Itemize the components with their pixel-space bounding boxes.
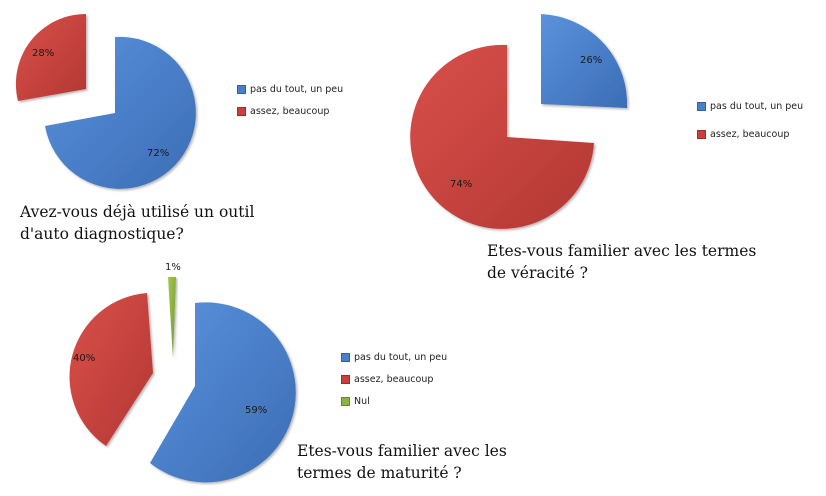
slice-assez bbox=[15, 13, 87, 102]
caption-line: d'auto diagnostique? bbox=[20, 225, 184, 243]
legend-swatch-blue-icon bbox=[341, 352, 350, 362]
slice-label-72: 72% bbox=[147, 148, 169, 159]
legend-item-assez: assez, beaucoup bbox=[697, 128, 803, 140]
slice-assez bbox=[410, 44, 594, 229]
caption-line: Etes-vous familier avec les termes bbox=[487, 242, 757, 260]
slice-pas-du-tout bbox=[541, 14, 628, 108]
slice-label-74: 74% bbox=[450, 179, 472, 190]
caption-chart-3: Etes-vous familier avec les termes de ma… bbox=[297, 440, 507, 484]
legend-swatch-red-icon bbox=[697, 129, 706, 139]
caption-line: Avez-vous déjà utilisé un outil bbox=[20, 203, 255, 221]
pie-chart-2: 26% 74% bbox=[410, 14, 628, 229]
slice-pas-du-tout bbox=[150, 302, 296, 483]
caption-line: termes de maturité ? bbox=[297, 464, 462, 482]
legend-item-pas-du-tout: pas du tout, un peu bbox=[237, 83, 344, 95]
legend-label: assez, beaucoup bbox=[710, 128, 790, 140]
slice-label-28: 28% bbox=[32, 48, 54, 59]
legend-item-nul: Nul bbox=[341, 395, 447, 407]
legend-chart-2: pas du tout, un peu assez, beaucoup bbox=[697, 101, 803, 151]
caption-chart-1: Avez-vous déjà utilisé un outil d'auto d… bbox=[20, 201, 254, 245]
slice-nul bbox=[168, 276, 176, 358]
caption-line: Etes-vous familier avec les bbox=[297, 442, 507, 460]
legend-swatch-red-icon bbox=[237, 106, 246, 116]
legend-item-pas-du-tout: pas du tout, un peu bbox=[697, 100, 804, 112]
caption-chart-2: Etes-vous familier avec les termes de vé… bbox=[487, 240, 756, 284]
legend-swatch-green-icon bbox=[341, 396, 350, 406]
legend-label: pas du tout, un peu bbox=[250, 83, 344, 95]
legend-item-assez: assez, beaucoup bbox=[237, 105, 343, 117]
slice-pas-du-tout bbox=[45, 36, 196, 189]
legend-label: assez, beaucoup bbox=[250, 105, 330, 117]
legend-chart-3: pas du tout, un peu assez, beaucoup Nul bbox=[341, 352, 447, 418]
legend-label: assez, beaucoup bbox=[354, 373, 434, 385]
pie-chart-1: 28% 72% bbox=[15, 13, 196, 189]
legend-label: pas du tout, un peu bbox=[710, 100, 804, 112]
slice-assez bbox=[69, 293, 153, 446]
legend-swatch-blue-icon bbox=[697, 101, 706, 111]
pie-chart-3: 1% 40% 59% bbox=[69, 262, 296, 483]
slice-label-40: 40% bbox=[73, 353, 95, 364]
legend-label: pas du tout, un peu bbox=[354, 351, 448, 363]
slice-label-26: 26% bbox=[580, 55, 602, 66]
legend-swatch-blue-icon bbox=[237, 84, 246, 94]
legend-swatch-red-icon bbox=[341, 374, 350, 384]
slice-label-1: 1% bbox=[165, 262, 181, 273]
legend-item-assez: assez, beaucoup bbox=[341, 373, 447, 385]
legend-item-pas-du-tout: pas du tout, un peu bbox=[341, 351, 448, 363]
caption-line: de véracité ? bbox=[487, 264, 588, 282]
legend-label: Nul bbox=[354, 395, 370, 407]
slice-label-59: 59% bbox=[245, 405, 267, 416]
legend-chart-1: pas du tout, un peu assez, beaucoup bbox=[237, 84, 343, 128]
